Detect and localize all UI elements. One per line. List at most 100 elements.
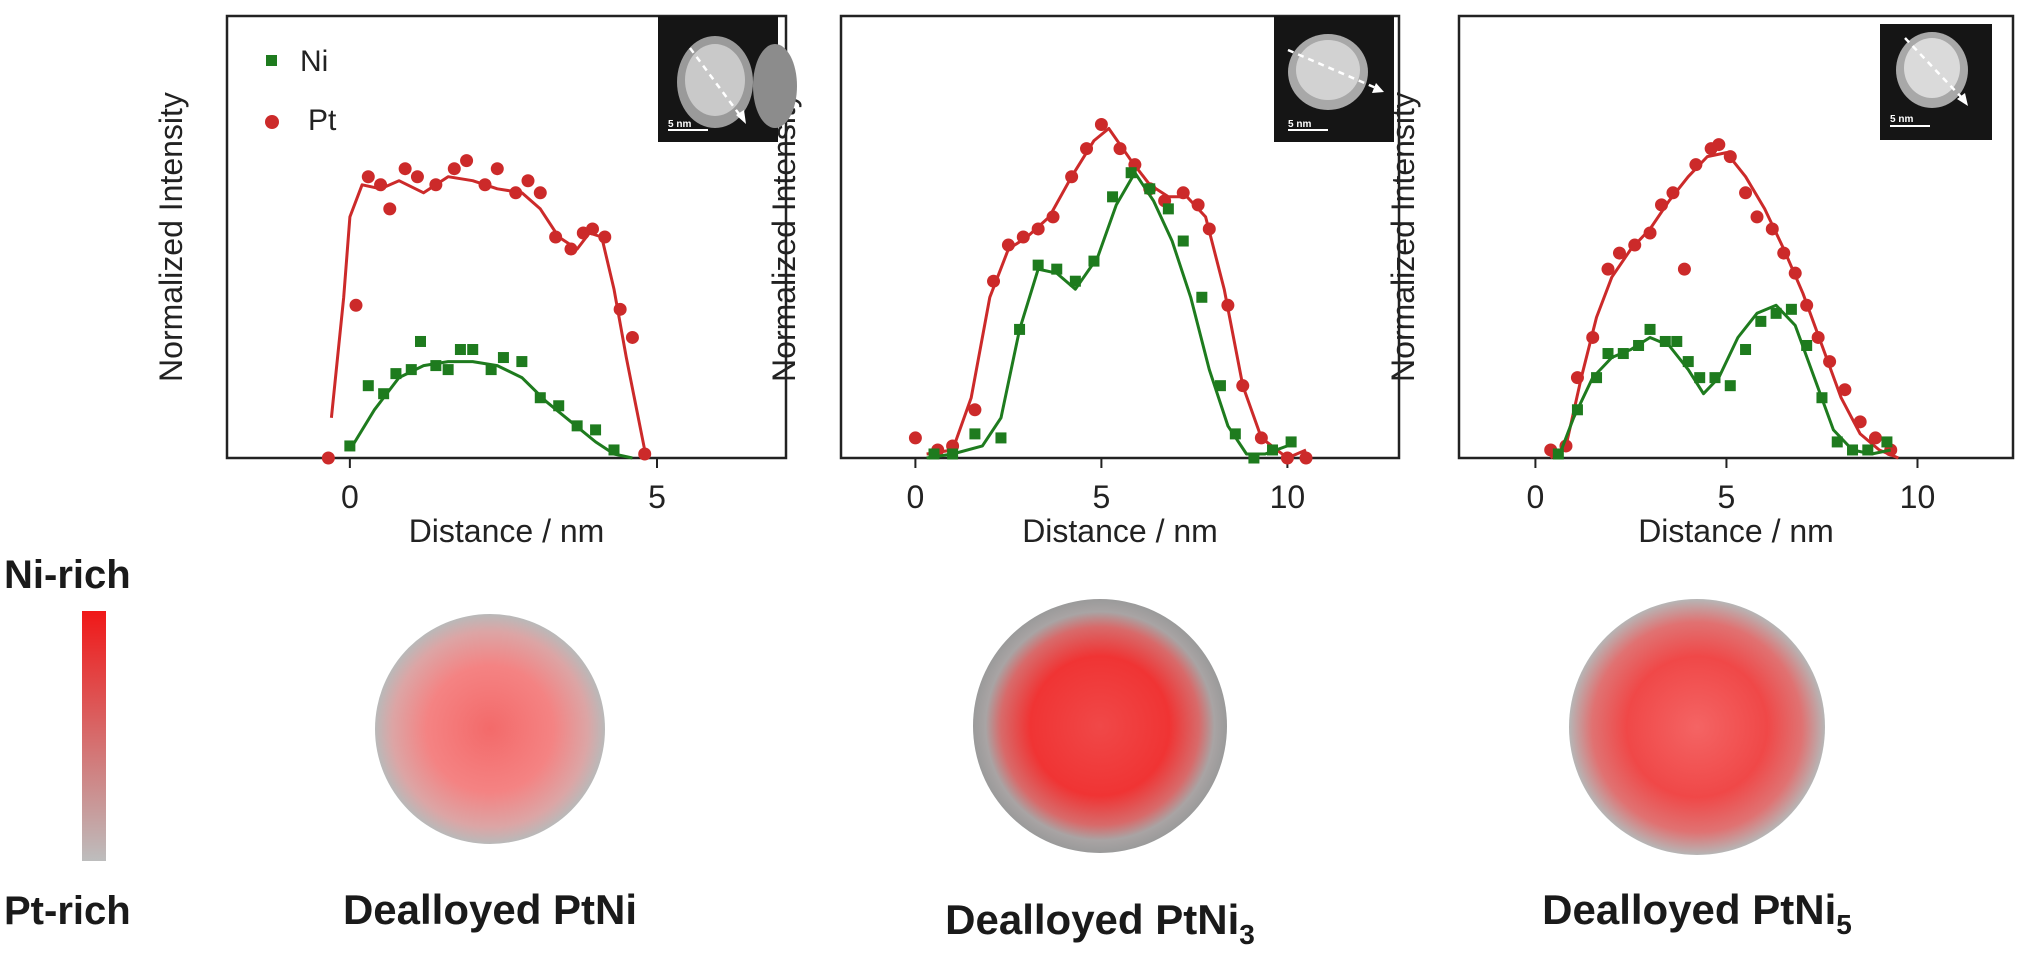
series-pt-point <box>1666 186 1680 200</box>
series-ni-point <box>467 344 479 356</box>
stem-inset-1: 5 nm <box>658 16 797 142</box>
series-pt-point <box>908 431 922 445</box>
x-axis-label: Distance / nm <box>1022 513 1218 549</box>
series-pt-point <box>1016 230 1030 244</box>
series-ni-point <box>1107 191 1119 203</box>
series-ni-point <box>454 344 466 356</box>
series-pt-point <box>509 186 523 200</box>
series-ni-point <box>1694 372 1706 384</box>
series-ni-point <box>1051 263 1063 275</box>
series-ni-point <box>430 360 442 372</box>
series-pt-point <box>1254 431 1268 445</box>
series-pt-point <box>1113 142 1127 156</box>
series-ni-point <box>1552 448 1564 460</box>
scale-gradient-bar <box>82 611 106 861</box>
series-ni-point <box>442 364 454 376</box>
line-scan-arrow <box>1904 37 1965 101</box>
series-pt-point <box>1654 198 1668 212</box>
series-ni-point <box>485 364 497 376</box>
series-pt-point <box>1868 431 1882 445</box>
series-pt-point <box>447 162 461 176</box>
particle-ptni5-sphere <box>1569 599 1825 855</box>
series-pt-point <box>1838 383 1852 397</box>
series-ni-point <box>1755 315 1767 327</box>
series-pt-fit-line <box>329 175 647 451</box>
x-tick-label: 5 <box>1718 479 1736 515</box>
series-ni-point <box>590 424 602 436</box>
x-tick-label: 10 <box>1900 479 1936 515</box>
series-pt-point <box>349 298 363 312</box>
legend-ni-marker <box>266 55 277 66</box>
particle-ptni3-label: Dealloyed PtNi3 <box>945 896 1255 950</box>
series-pt-point <box>1750 210 1764 224</box>
series-ni-point <box>1162 203 1174 215</box>
series-pt-point <box>1080 142 1094 156</box>
series-pt-point <box>1765 222 1779 236</box>
series-pt-point <box>1299 451 1313 465</box>
series-pt-fit-line <box>1549 151 1899 460</box>
stem-inset-3: 5 nm <box>1880 24 1992 140</box>
legend-ni-label: Ni <box>300 45 328 78</box>
series-pt-point <box>478 178 492 192</box>
series-pt-point <box>429 178 443 192</box>
series-ni-point <box>571 420 583 432</box>
particle-ptni5: Dealloyed PtNi5 <box>1542 599 1852 940</box>
chart-dealloyed-ptni: 0 5 Distance / nm Normalized Intensity <box>153 14 788 549</box>
series-ni-point <box>1862 444 1874 456</box>
stem-inset-2: 5 nm <box>1274 16 1394 142</box>
series-pt-point <box>1221 298 1235 312</box>
series-ni-point <box>1617 348 1629 360</box>
series-ni-point <box>1801 339 1813 351</box>
series-pt-point <box>586 222 599 236</box>
series-pt-point <box>1586 330 1600 344</box>
y-axis-label: Normalized Intensity <box>153 92 189 382</box>
series-ni-point <box>1144 183 1156 195</box>
series-ni-point <box>534 392 546 404</box>
series-ni-fit-line <box>1556 303 1892 459</box>
particle-ptni5-label: Dealloyed PtNi5 <box>1542 886 1852 940</box>
series-ni-point <box>608 444 620 456</box>
series-pt-point <box>1046 210 1060 224</box>
composition-scale: Ni-rich Pt-rich <box>4 553 131 933</box>
inset-scale-label: 5 nm <box>1288 119 1311 130</box>
series-ni-point <box>1785 303 1797 315</box>
series-pt-point <box>968 403 982 417</box>
series-ni-point <box>995 432 1007 444</box>
series-pt-point <box>1236 379 1250 393</box>
series-ni-point <box>1633 339 1645 351</box>
series-pt-point <box>1570 371 1584 385</box>
series-pt-point <box>1853 415 1867 429</box>
series-ni-point <box>1214 380 1226 392</box>
series-ni-point <box>378 388 390 400</box>
series-ni-point <box>1847 444 1859 456</box>
series-ni-point <box>969 428 981 440</box>
series-pt-point <box>1739 186 1753 200</box>
line-scan-arrow <box>688 47 744 119</box>
series-ni-point <box>1591 372 1603 384</box>
series-ni-point <box>1881 436 1893 448</box>
series-ni-point <box>405 364 417 376</box>
series-pt-point <box>521 174 535 188</box>
series-pt-point <box>410 170 424 184</box>
series-pt-point <box>1094 117 1108 131</box>
series-ni-fit-line <box>926 171 1288 460</box>
series-ni-point <box>1177 235 1189 247</box>
x-axis-label: Distance / nm <box>409 513 605 549</box>
series-pt-point <box>383 202 397 216</box>
series-ni-point <box>1770 307 1782 319</box>
series-ni-point <box>1069 275 1081 287</box>
inset-scale-label: 5 nm <box>668 119 691 130</box>
series-ni-point <box>947 448 959 460</box>
particle-ptni3-sphere <box>973 599 1227 853</box>
series-pt-point <box>1643 226 1657 240</box>
series-ni-point <box>928 448 940 460</box>
series-pt-point <box>1689 158 1703 172</box>
series-ni-point <box>1602 348 1614 360</box>
series-ni-point <box>362 380 374 392</box>
series-ni-point <box>415 335 426 347</box>
series-pt-point <box>625 330 639 344</box>
series-pt-point <box>1280 451 1294 465</box>
series-ni-point <box>1267 444 1279 456</box>
series-ni-point <box>497 352 509 364</box>
